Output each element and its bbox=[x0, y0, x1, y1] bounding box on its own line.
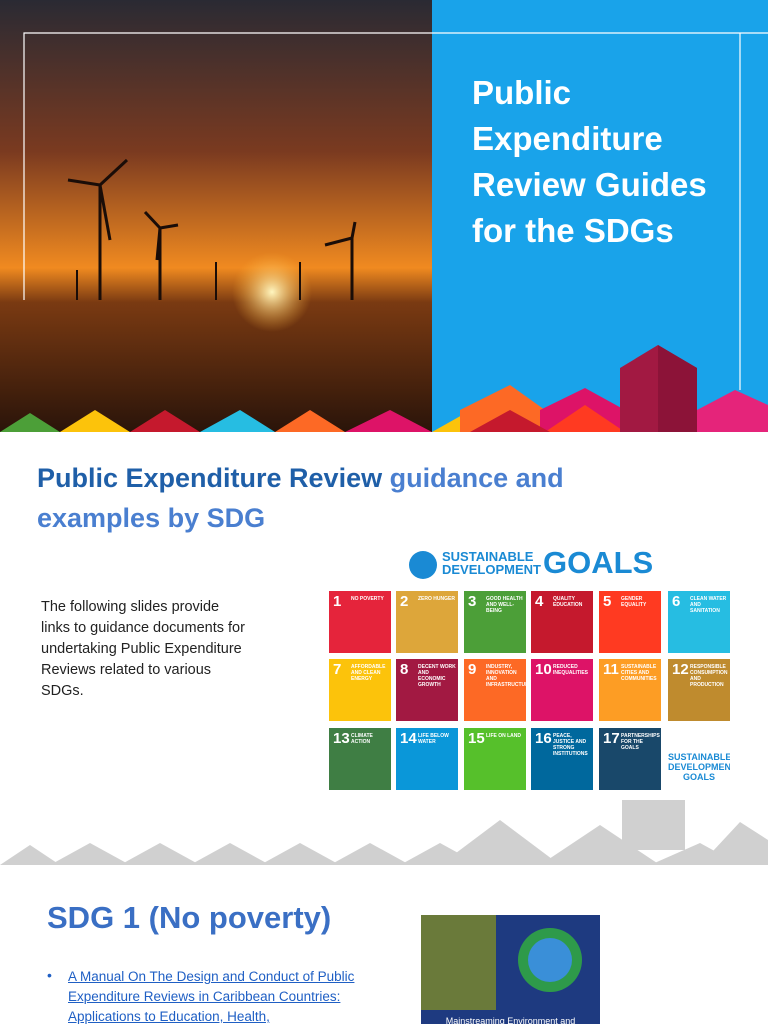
goal-label: CLIMATE ACTION bbox=[351, 733, 373, 745]
goal-number: 5 bbox=[603, 593, 612, 610]
goal-number: 7 bbox=[333, 661, 342, 678]
goal-number: 4 bbox=[535, 593, 544, 610]
goal-number: 16 bbox=[535, 730, 552, 747]
goal-label: PARTNERSHIPS FOR THE GOALS bbox=[621, 733, 660, 751]
goal-label: NO POVERTY bbox=[351, 596, 384, 602]
goal-tile: 6 CLEAN WATER AND SANITATION bbox=[668, 591, 730, 653]
goal-tile: 2 ZERO HUNGER bbox=[396, 591, 458, 653]
goal-number: 9 bbox=[468, 661, 477, 678]
logo-word: GOALS bbox=[543, 545, 654, 580]
cover-text: Mainstreaming Environment and bbox=[445, 1016, 576, 1026]
goal-label: REDUCED INEQUALITIES bbox=[553, 664, 589, 676]
slide-heading: SDG 1 (No poverty) bbox=[47, 900, 332, 935]
goal-number: 14 bbox=[400, 730, 417, 747]
goal-tile: 1 NO POVERTY bbox=[329, 591, 391, 653]
goal-number: 2 bbox=[400, 593, 409, 610]
sun bbox=[232, 252, 312, 332]
goal-number: 8 bbox=[400, 661, 409, 678]
goal-number: 11 bbox=[603, 661, 619, 678]
goal-number: 13 bbox=[333, 730, 350, 747]
goal-label: CLEAN WATER AND SANITATION bbox=[690, 596, 727, 614]
goal-label: QUALITY EDUCATION bbox=[553, 596, 583, 608]
wind-turbines bbox=[67, 158, 357, 300]
logo-line: SUSTAINABLE bbox=[442, 549, 534, 564]
logo-small: SUSTAINABLE DEVELOPMENT bbox=[442, 550, 541, 576]
goal-tile: 17 PARTNERSHIPS FOR THE GOALS bbox=[599, 728, 661, 790]
frame-line bbox=[23, 32, 768, 300]
goal-label: GOOD HEALTH AND WELL-BEING bbox=[486, 596, 523, 614]
goal-label: INDUSTRY, INNOVATION AND INFRASTRUCTURE bbox=[486, 664, 526, 688]
slide-heading: Public Expenditure Review guidance and e… bbox=[37, 458, 657, 538]
goal-label: LIFE BELOW WATER bbox=[418, 733, 449, 745]
goal-tile: 11 SUSTAINABLE CITIES AND COMMUNITIES bbox=[599, 659, 661, 721]
goal-label: ZERO HUNGER bbox=[418, 596, 455, 602]
photo bbox=[0, 0, 432, 432]
goal-number: 3 bbox=[468, 593, 477, 610]
color-triangles bbox=[0, 345, 768, 432]
cover-globe bbox=[528, 938, 572, 982]
logo-line: DEVELOPMENT bbox=[442, 562, 541, 577]
goal-tile: 15 LIFE ON LAND bbox=[464, 728, 526, 790]
goal-number: 10 bbox=[535, 661, 552, 678]
heading-bold: Public Expenditure Review bbox=[37, 463, 383, 493]
goal-tile: 10 REDUCED INEQUALITIES bbox=[531, 659, 593, 721]
body-text: The following slides provide links to gu… bbox=[41, 599, 245, 699]
goal-tile: 12 RESPONSIBLE CONSUMPTION AND PRODUCTION bbox=[668, 659, 730, 721]
goal-tile: 4 QUALITY EDUCATION bbox=[531, 591, 593, 653]
heading-rest: guidance and examples by SDG bbox=[37, 463, 564, 533]
goal-label: AFFORDABLE AND CLEAN ENERGY bbox=[351, 664, 386, 682]
goal-label: PEACE, JUSTICE AND STRONG INSTITUTIONS bbox=[553, 733, 588, 757]
goal-label: LIFE ON LAND bbox=[486, 733, 521, 739]
goal-tile: 14 LIFE BELOW WATER bbox=[396, 728, 458, 790]
cover-photo bbox=[421, 915, 496, 1010]
goal-tile: 8 DECENT WORK AND ECONOMIC GROWTH bbox=[396, 659, 458, 721]
goal-label: DECENT WORK AND ECONOMIC GROWTH bbox=[418, 664, 456, 688]
goal-tile: 13 CLIMATE ACTION bbox=[329, 728, 391, 790]
link[interactable]: A Manual On The Design and Conduct of Pu… bbox=[68, 969, 355, 1024]
goal-tile: 9 INDUSTRY, INNOVATION AND INFRASTRUCTURE bbox=[464, 659, 526, 721]
goal-number: 15 bbox=[468, 730, 485, 747]
gray-triangles bbox=[0, 800, 768, 865]
goal-label: RESPONSIBLE CONSUMPTION AND PRODUCTION bbox=[690, 664, 728, 688]
title-panel bbox=[432, 0, 768, 432]
goal-label: SUSTAINABLE CITIES AND COMMUNITIES bbox=[621, 664, 657, 682]
goal-label: GENDER EQUALITY bbox=[621, 596, 647, 608]
un-emblem bbox=[409, 551, 437, 579]
goal-tile: 16 PEACE, JUSTICE AND STRONG INSTITUTIONS bbox=[531, 728, 593, 790]
goal-number: 1 bbox=[333, 593, 342, 610]
final-tile: SUSTAINABLE DEVELOPMENT GOALS bbox=[668, 728, 730, 790]
goal-tile: 3 GOOD HEALTH AND WELL-BEING bbox=[464, 591, 526, 653]
bullet: • bbox=[47, 967, 52, 983]
goal-number: 12 bbox=[672, 661, 689, 678]
goal-tile: 7 AFFORDABLE AND CLEAN ENERGY bbox=[329, 659, 391, 721]
goal-tile: 5 GENDER EQUALITY bbox=[599, 591, 661, 653]
goal-number: 6 bbox=[672, 593, 681, 610]
slide-title: Public Expenditure Review Guides for the… bbox=[472, 74, 707, 249]
goal-number: 17 bbox=[603, 730, 620, 747]
